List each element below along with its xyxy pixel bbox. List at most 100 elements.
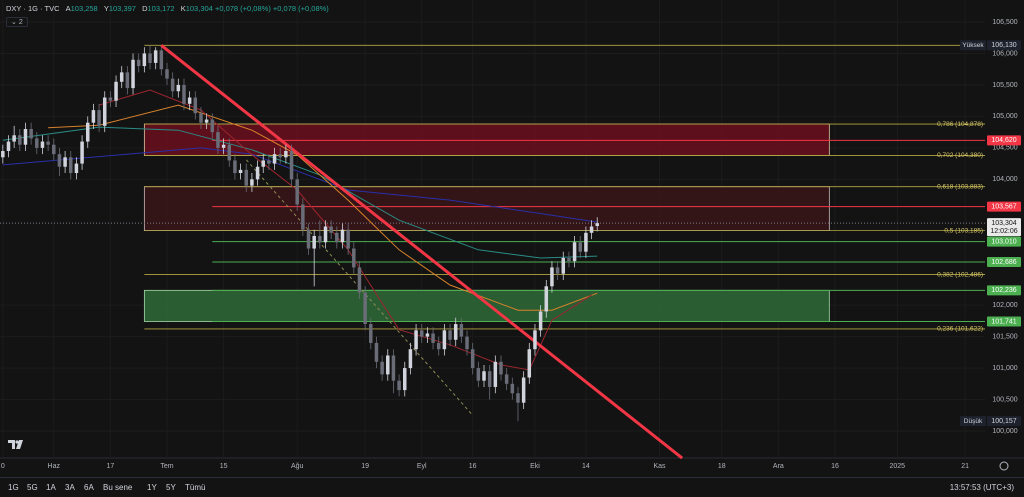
candle-body	[69, 157, 73, 174]
level-price-label: 103,010	[991, 238, 1016, 245]
fib-label: 0,618 (103,883)	[937, 183, 983, 190]
candle-body	[91, 110, 96, 123]
indicator-toggle[interactable]: ⌄ 2	[6, 17, 28, 27]
fib-label: 0,702 (104,380)	[937, 152, 983, 159]
fib-label: 0,786 (104,878)	[937, 121, 983, 128]
candle-body	[521, 377, 526, 403]
trend-line	[160, 44, 684, 460]
y-tick-label: 105,500	[992, 82, 1017, 89]
candle-body	[374, 342, 379, 362]
candle-body	[255, 166, 260, 180]
x-tick-label: Kas	[653, 463, 666, 470]
candle-body	[408, 349, 413, 369]
candle-body	[261, 160, 265, 167]
candle-body	[193, 97, 198, 114]
tv-logo	[8, 440, 23, 449]
last-price-label: 103,304	[991, 220, 1016, 227]
candle-body	[442, 330, 447, 350]
candle-body	[363, 292, 367, 325]
range-button[interactable]: 1G	[8, 483, 19, 492]
candle-body	[538, 311, 543, 331]
candle-body	[6, 141, 11, 152]
range-button[interactable]: Bu sene	[103, 483, 133, 492]
candle-body	[465, 336, 469, 350]
candle-body	[340, 229, 345, 243]
candle-body	[380, 361, 384, 375]
background	[0, 0, 1024, 477]
extreme-tag-box	[960, 40, 986, 51]
candle-body	[1, 151, 5, 158]
level-price-label-box	[987, 236, 1021, 247]
fib-label: 0,5 (103,185)	[944, 227, 983, 234]
candle-body	[74, 163, 79, 174]
level-price-label-box	[987, 316, 1021, 327]
y-tick-label: 101,500	[992, 333, 1017, 340]
plot-area	[0, 44, 985, 460]
candle-body	[352, 248, 356, 268]
candle-body	[148, 53, 152, 63]
candle-body	[493, 361, 498, 387]
candle-body	[272, 154, 277, 164]
x-tick-label: 16	[831, 463, 839, 470]
range-button[interactable]: 5Y	[166, 483, 176, 492]
x-tick-label: Ağu	[291, 463, 304, 470]
candle-body	[431, 333, 435, 343]
range-button[interactable]: 6A	[84, 483, 94, 492]
candle-body	[312, 235, 316, 249]
candle-body	[391, 355, 396, 381]
candle-body	[533, 330, 537, 350]
candle-body	[102, 97, 107, 126]
candle-body	[386, 355, 390, 375]
candle-body	[57, 154, 62, 167]
candle-body	[516, 393, 520, 403]
candle-body	[23, 128, 28, 145]
zone	[143, 289, 830, 322]
candle-body	[482, 371, 486, 381]
level-price-label: 101,741	[991, 318, 1016, 325]
x-tick-label: 14	[582, 463, 590, 470]
y-tick-label: 106,500	[992, 19, 1017, 26]
candle-body	[295, 179, 299, 205]
candle-body	[589, 226, 594, 233]
candle-body	[504, 374, 509, 384]
moving-average	[2, 147, 598, 223]
x-tick-label: 21	[961, 463, 969, 470]
settings-icon[interactable]	[999, 461, 1009, 471]
moving-average	[48, 104, 598, 311]
candle-body	[323, 226, 328, 243]
candle-body	[595, 223, 599, 227]
candle-body	[244, 169, 249, 186]
range-button[interactable]: Tümü	[185, 483, 206, 492]
candle-body	[170, 78, 175, 92]
candle-body	[278, 154, 282, 158]
x-tick-label: Eyl	[417, 463, 427, 470]
last-price-box	[987, 218, 1021, 237]
extreme-price-label: 100,157	[991, 418, 1016, 425]
y-tick-label: 105,000	[992, 113, 1017, 120]
y-tick-label: 100,000	[992, 428, 1017, 435]
candle-body	[131, 59, 135, 89]
candle-body	[125, 72, 130, 89]
candle-body	[284, 151, 288, 158]
extreme-tag: Düşük	[964, 418, 983, 425]
candle-body	[136, 59, 141, 67]
indicator-count: 2	[18, 19, 23, 26]
candle-body	[204, 119, 209, 123]
extreme-price-label-box	[987, 40, 1021, 51]
extreme-tag-box	[960, 416, 986, 427]
candle-body	[153, 50, 158, 63]
level-price-label-box	[987, 257, 1021, 268]
range-button[interactable]: 5G	[27, 483, 38, 492]
x-tick-label: 17	[106, 463, 114, 470]
x-tick-label: 2025	[889, 463, 905, 470]
zone	[143, 186, 830, 232]
candle-body	[555, 267, 560, 274]
candle-body	[403, 368, 407, 391]
candle-body	[182, 84, 186, 104]
range-button[interactable]: 1Y	[147, 483, 157, 492]
range-button[interactable]: 3A	[65, 483, 75, 492]
candle-body	[329, 226, 333, 233]
range-button[interactable]: 1A	[46, 483, 56, 492]
ohlc-key: D	[142, 4, 148, 13]
